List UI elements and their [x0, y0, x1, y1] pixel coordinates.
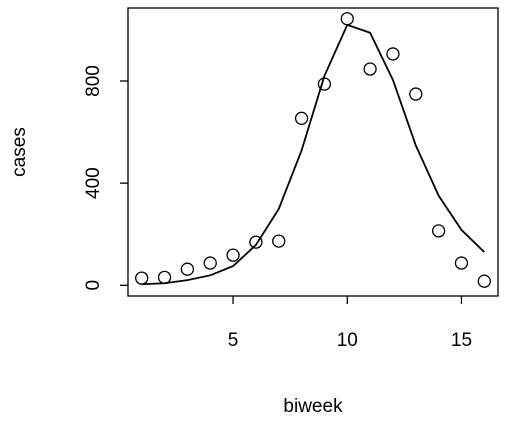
point	[135, 271, 149, 285]
y-tick-label: 800	[83, 65, 104, 97]
point	[340, 12, 354, 26]
point	[157, 270, 172, 285]
point	[294, 111, 309, 125]
point	[386, 47, 400, 61]
point	[180, 262, 195, 276]
plot-box	[127, 7, 499, 297]
point	[226, 248, 240, 262]
x-tick-label: 5	[228, 330, 239, 351]
point	[431, 224, 446, 238]
point	[363, 62, 377, 76]
x-tick-label: 10	[337, 330, 358, 351]
point	[454, 256, 469, 270]
x-tick-label: 15	[451, 330, 472, 351]
point	[409, 87, 423, 101]
point	[203, 256, 217, 270]
y-tick-label: 400	[83, 167, 104, 199]
point	[477, 274, 491, 288]
point	[249, 235, 263, 249]
x-axis-label: biweek	[283, 396, 343, 417]
point	[272, 234, 286, 248]
line	[141, 23, 485, 286]
y-tick-label: 0	[83, 280, 104, 291]
y-axis-label: cases	[9, 127, 30, 177]
